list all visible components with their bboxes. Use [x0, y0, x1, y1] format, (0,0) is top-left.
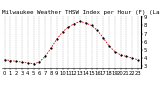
Text: Milwaukee Weather THSW Index per Hour (F) (Last 24 Hours): Milwaukee Weather THSW Index per Hour (F… — [2, 10, 160, 15]
